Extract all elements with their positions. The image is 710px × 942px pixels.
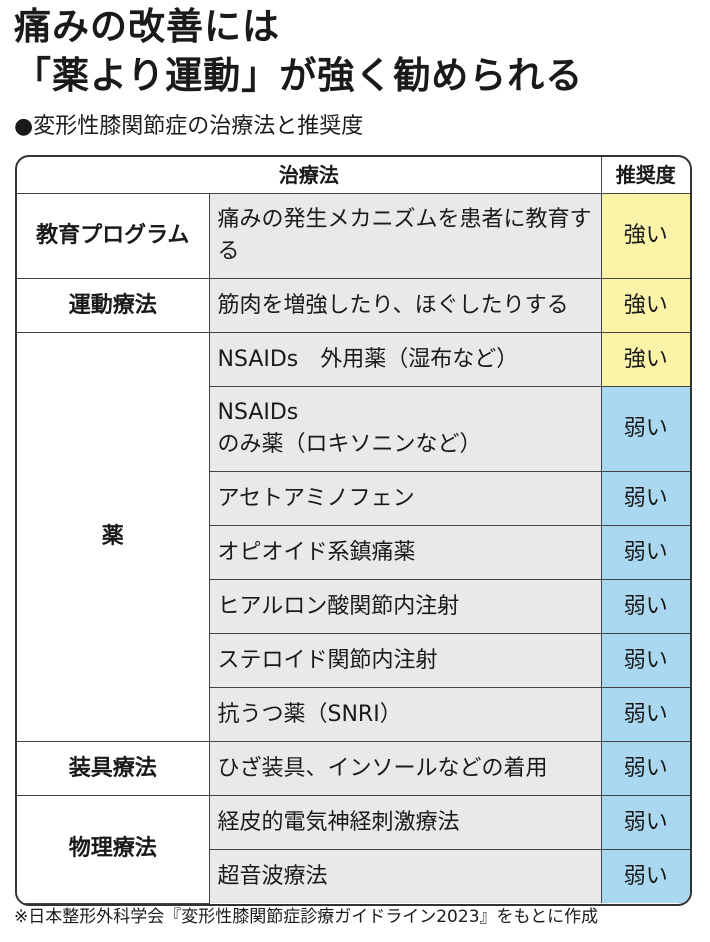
table-row: 運動療法 筋肉を増強したり、ほぐしたりする 強い	[17, 278, 690, 333]
recommendation-cell: 弱い	[600, 471, 690, 526]
treatment-cell: アセトアミノフェン	[209, 471, 602, 526]
table-row: 装具療法 ひざ装具、インソールなどの着用 弱い	[17, 741, 690, 796]
treatment-cell: 筋肉を増強したり、ほぐしたりする	[208, 278, 602, 333]
treatment-cell: オピオイド系鎮痛薬	[209, 525, 602, 580]
header-row: 治療法 推奨度	[17, 157, 690, 194]
recommendation-cell: 弱い	[600, 386, 690, 472]
table-frame: 治療法 推奨度 教育プログラム 痛みの発生メカニズムを患者に教育する 強い 運動療法 筋肉を…	[15, 155, 692, 906]
recommendation-cell: 弱い	[600, 633, 690, 688]
table-row: 教育プログラム 痛みの発生メカニズムを患者に教育する 強い	[17, 193, 690, 279]
table-row: 薬 NSAIDs 外用薬（湿布など） 強い	[17, 332, 690, 742]
recommendation-cell: 弱い	[600, 741, 690, 796]
table-row: 物理療法 経皮的電気神経刺激療法 弱い	[17, 795, 690, 904]
table-row: 抗うつ薬（SNRI） 弱い	[17, 687, 690, 742]
title-line: 痛みの改善には	[14, 5, 280, 48]
table-row: ヒアルロン酸関節内注射 弱い	[17, 579, 690, 634]
treatment-cell: 超音波療法	[209, 849, 602, 903]
recommendation-cell: 弱い	[600, 687, 690, 742]
recommendation-cell: 弱い	[600, 525, 690, 580]
table-row: アセトアミノフェン 弱い	[17, 471, 690, 526]
treatment-cell: 抗うつ薬（SNRI）	[209, 687, 602, 742]
title: 痛みの改善には 「薬より運動」が強く勧められる	[14, 2, 583, 100]
recommendation-cell: 強い	[600, 332, 690, 387]
treatment-cell: 痛みの発生メカニズムを患者に教育する	[208, 193, 602, 279]
table-row: NSAIDs のみ薬（ロキソニンなど） 弱い	[17, 386, 690, 472]
title-line: 「薬より運動」が強く勧められる	[14, 54, 584, 97]
recommendation-cell: 強い	[600, 193, 690, 279]
table-row: 超音波療法 弱い	[17, 849, 690, 903]
treatment-cell: 経皮的電気神経刺激療法	[208, 795, 602, 850]
footnote: ※日本整形外科学会『変形性膝関節症診療ガイドライン2023』をもとに作成	[14, 907, 599, 927]
group-cell: 運動療法	[17, 278, 210, 333]
treatment-cell: ひざ装具、インソールなどの着用	[208, 741, 602, 796]
recommendation-cell: 弱い	[600, 795, 690, 850]
treatment-cell: NSAIDs 外用薬（湿布など）	[208, 332, 602, 387]
subtitle: ●変形性膝関節症の治療法と推奨度	[14, 114, 364, 139]
group-cell: 教育プログラム	[17, 193, 210, 279]
treatment-cell: ステロイド関節内注射	[209, 633, 602, 688]
header-cell: 治療法	[17, 157, 602, 194]
header-cell: 推奨度	[600, 157, 690, 194]
recommendation-cell: 弱い	[600, 849, 690, 903]
table: 治療法 推奨度 教育プログラム 痛みの発生メカニズムを患者に教育する 強い 運動療法 筋肉を…	[17, 157, 690, 904]
group-cell: 装具療法	[17, 741, 210, 796]
table-row: ステロイド関節内注射 弱い	[17, 633, 690, 688]
group-cell: 物理療法	[17, 795, 210, 904]
treatment-cell: ヒアルロン酸関節内注射	[209, 579, 602, 634]
recommendation-cell: 強い	[600, 278, 690, 333]
recommendation-cell: 弱い	[600, 579, 690, 634]
group-cell: 薬	[17, 332, 210, 742]
treatment-cell: NSAIDs のみ薬（ロキソニンなど）	[209, 386, 602, 472]
